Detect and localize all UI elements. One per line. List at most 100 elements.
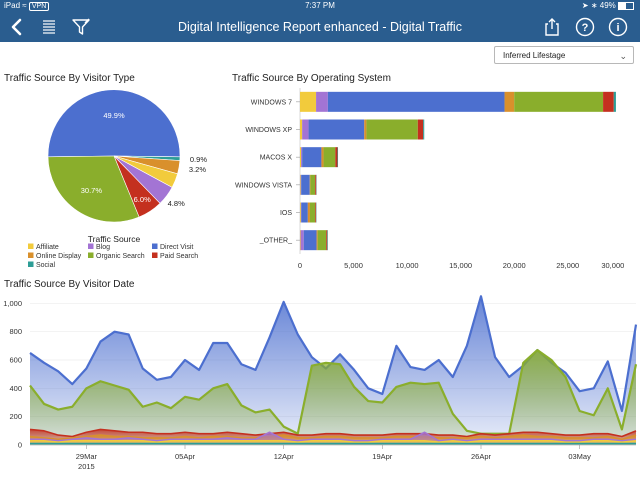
- bar-segment-paid-search[interactable]: [603, 91, 614, 112]
- bar-segment-blog[interactable]: [300, 230, 304, 251]
- status-right: ➤ ∗ 49%: [582, 0, 634, 12]
- bar-segment-direct-visit[interactable]: [303, 230, 317, 251]
- filter-icon[interactable]: [70, 16, 92, 38]
- bar-segment-direct-visit[interactable]: [301, 202, 308, 223]
- status-time: 7:37 PM: [305, 1, 335, 10]
- area-chart-title: Traffic Source By Visitor Date: [4, 279, 135, 290]
- legend-swatch: [28, 252, 34, 258]
- bar-segment-paid-search[interactable]: [417, 119, 424, 140]
- bar-segment-organic-search[interactable]: [514, 91, 604, 112]
- svg-text:?: ?: [582, 22, 589, 34]
- legend-swatch: [28, 261, 34, 267]
- bar-segment-blog[interactable]: [300, 174, 302, 195]
- legend-label: Direct Visit: [160, 244, 193, 251]
- bar-segment-direct-visit[interactable]: [327, 91, 505, 112]
- legend-item-paid-search[interactable]: Paid Search: [152, 252, 198, 261]
- bar-segment-blog[interactable]: [300, 202, 302, 223]
- legend-item-online-display[interactable]: Online Display: [28, 252, 82, 261]
- bar-segment-online-display[interactable]: [504, 91, 515, 112]
- bar-segment-affiliate[interactable]: [300, 147, 302, 168]
- bar-segment-blog[interactable]: [316, 91, 328, 112]
- pie-label-paid-search: 6.0%: [134, 195, 151, 204]
- bar-segment-paid-search[interactable]: [335, 147, 338, 168]
- legend-item-organic-search[interactable]: Organic Search: [88, 252, 145, 261]
- back-icon[interactable]: [6, 16, 28, 38]
- bar-segment-online-display[interactable]: [309, 174, 311, 195]
- bar-segment-organic-search[interactable]: [310, 174, 316, 195]
- bar-x-tick-label: 15,000: [449, 261, 472, 270]
- bar-segment-affiliate[interactable]: [300, 202, 301, 223]
- legend-item-affiliate[interactable]: Affiliate: [28, 243, 59, 252]
- area-line-paid-search[interactable]: [29, 428, 637, 438]
- area-y-tick-label: 600: [9, 356, 22, 365]
- legend-item-blog[interactable]: Blog: [88, 243, 110, 252]
- area-x-tick-year: 2015: [78, 462, 95, 471]
- area-y-tick-label: 1,000: [3, 299, 22, 308]
- pie-label-social: 0.9%: [190, 155, 207, 164]
- legend-label: Social: [36, 262, 56, 269]
- status-bar: iPad ≈ VPN 7:37 PM ➤ ∗ 49%: [0, 0, 640, 12]
- chevron-down-icon: ⌄: [619, 51, 627, 61]
- bar-segment-online-display[interactable]: [316, 230, 318, 251]
- pie-slice-direct-visit[interactable]: [47, 89, 181, 158]
- bar-segment-blog[interactable]: [302, 119, 309, 140]
- legend-item-direct-visit[interactable]: Direct Visit: [152, 243, 193, 252]
- bar-category-label: WINDOWS XP: [245, 127, 292, 134]
- bar-segment-affiliate[interactable]: [300, 230, 301, 251]
- report-list-icon[interactable]: [38, 16, 60, 38]
- area-line-affiliate[interactable]: [30, 439, 637, 443]
- bar-segment-social[interactable]: [337, 147, 339, 168]
- legend-item-social[interactable]: Social: [28, 261, 56, 270]
- bar-category-label: WINDOWS VISTA: [235, 182, 292, 189]
- pie-chart[interactable]: 49.9% 0.9%3.2% 4.8% 6.0% 30.7% Traffic Sourc…: [0, 84, 230, 274]
- bar-segment-social[interactable]: [423, 119, 425, 140]
- area-x-tick-label: 03May: [568, 452, 591, 461]
- help-icon[interactable]: ?: [574, 16, 596, 38]
- bar-segment-paid-search[interactable]: [315, 202, 317, 223]
- bar-x-tick-label: 0: [298, 261, 302, 270]
- lifestage-dropdown[interactable]: Inferred Lifestage ⌄: [494, 46, 634, 64]
- bar-segment-organic-search[interactable]: [317, 230, 327, 251]
- legend-swatch: [28, 243, 34, 249]
- bar-segment-affiliate[interactable]: [300, 119, 303, 140]
- area-line-organic-search[interactable]: [29, 348, 638, 435]
- share-icon[interactable]: [541, 16, 563, 38]
- pie-chart-title: Traffic Source By Visitor Type: [4, 73, 135, 84]
- info-icon[interactable]: i: [607, 16, 629, 38]
- bar-segment-social[interactable]: [327, 230, 328, 251]
- bar-segment-online-display[interactable]: [307, 202, 310, 223]
- bar-segment-social[interactable]: [613, 91, 616, 112]
- bar-segment-paid-search[interactable]: [315, 174, 317, 195]
- bar-x-tick-label: 5,000: [344, 261, 363, 270]
- bar-segment-direct-visit[interactable]: [308, 119, 365, 140]
- bar-segment-affiliate[interactable]: [300, 91, 317, 112]
- bar-category-label: MACOS X: [260, 155, 293, 162]
- battery-icon: [618, 1, 634, 10]
- area-y-tick-label: 400: [9, 384, 22, 393]
- bar-segment-organic-search[interactable]: [309, 202, 316, 223]
- bar-segment-direct-visit[interactable]: [301, 174, 310, 195]
- os-bar-chart[interactable]: WINDOWS 7 WINDOWS XP MACOS X WINDOWS VISTA I…: [228, 84, 640, 274]
- bar-category-label: _OTHER_: [259, 238, 292, 245]
- pie-label-organic-search: 30.7%: [81, 186, 103, 195]
- legend-label: Affiliate: [36, 244, 59, 251]
- pie-slice-organic-search[interactable]: [47, 155, 140, 223]
- area-line-online-display[interactable]: [29, 434, 637, 441]
- bluetooth-icon: ∗: [590, 1, 598, 10]
- bar-segment-paid-search[interactable]: [326, 230, 328, 251]
- bar-segment-online-display[interactable]: [321, 147, 324, 168]
- bar-segment-organic-search[interactable]: [323, 147, 336, 168]
- area-line-blog[interactable]: [30, 431, 637, 442]
- bar-segment-affiliate[interactable]: [300, 174, 301, 195]
- bar-category-label: WINDOWS 7: [251, 99, 292, 106]
- bar-x-tick-label: 30,000: [601, 261, 624, 270]
- bar-segment-organic-search[interactable]: [366, 119, 418, 140]
- vpn-badge: VPN: [28, 2, 50, 11]
- bar-segment-online-display[interactable]: [364, 119, 367, 140]
- area-y-tick-label: 0: [18, 441, 22, 450]
- bar-segment-direct-visit[interactable]: [302, 147, 322, 168]
- nav-bar: Digital Intelligence Report enhanced - D…: [0, 12, 640, 42]
- bar-segment-blog[interactable]: [301, 147, 303, 168]
- area-fill-organic-search: [30, 350, 636, 445]
